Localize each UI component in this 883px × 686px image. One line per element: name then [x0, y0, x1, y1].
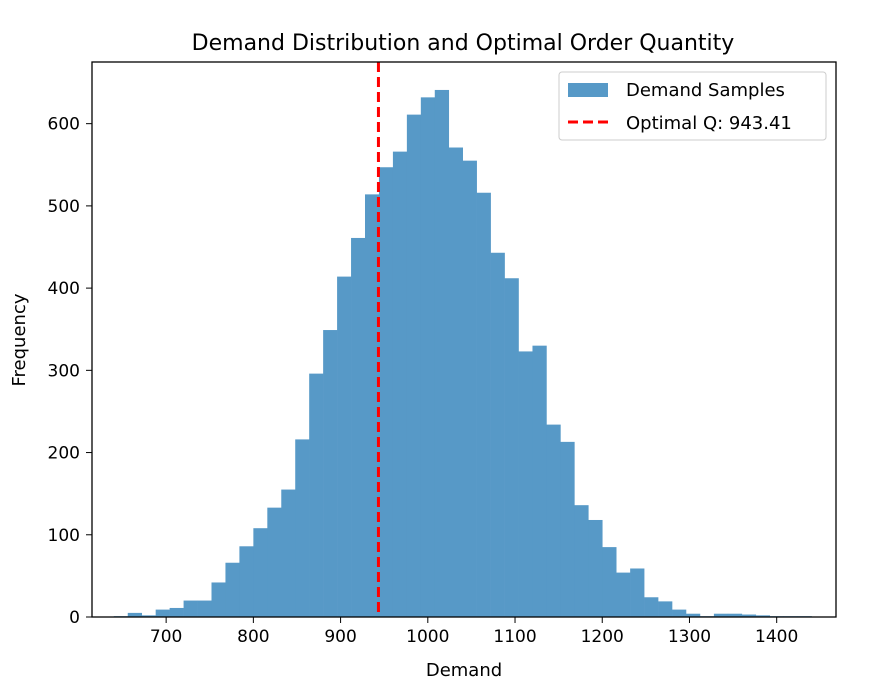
- x-tick-label: 1300: [668, 627, 711, 647]
- histogram-bar: [518, 351, 533, 617]
- histogram-bar: [504, 278, 519, 617]
- y-tick-label: 500: [48, 197, 80, 217]
- histogram-bar: [406, 114, 422, 617]
- histogram-bar: [713, 613, 729, 617]
- histogram-bar: [658, 601, 673, 617]
- y-tick-label: 100: [48, 526, 80, 546]
- x-tick-label: 1000: [406, 627, 449, 647]
- histogram-bar: [755, 615, 771, 617]
- x-tick-label: 700: [150, 627, 182, 647]
- histogram-bar: [727, 613, 743, 617]
- histogram-bar: [351, 237, 366, 617]
- histogram-bar: [365, 194, 380, 617]
- y-tick-label: 400: [48, 279, 80, 299]
- legend-box: [558, 71, 827, 141]
- x-tick-label: 1100: [493, 627, 536, 647]
- legend: Demand Samples Optimal Q: 943.41: [558, 71, 827, 141]
- histogram-bar: [267, 507, 282, 617]
- histogram-bar: [281, 489, 296, 617]
- x-axis-label: Demand: [426, 660, 502, 681]
- histogram-bar: [672, 609, 687, 617]
- histogram-bar: [239, 546, 254, 617]
- histogram-bar: [476, 192, 491, 617]
- histogram-bar: [378, 167, 394, 617]
- histogram-bar: [685, 613, 701, 617]
- x-tick-label: 1200: [581, 627, 624, 647]
- histogram-bar: [560, 441, 575, 617]
- legend-label-demand-samples: Demand Samples: [626, 80, 785, 101]
- y-tick-label: 600: [48, 115, 80, 135]
- y-axis: 0 100 200 300 400 500 600: [48, 115, 92, 628]
- histogram-bar: [434, 89, 450, 617]
- histogram-bars: [113, 89, 812, 618]
- histogram-bar: [490, 252, 505, 617]
- legend-swatch-bars: [568, 83, 608, 97]
- histogram-bar: [616, 572, 631, 617]
- histogram-bar: [225, 562, 240, 617]
- legend-label-optimal-q: Optimal Q: 943.41: [626, 113, 792, 134]
- histogram-bar: [337, 276, 352, 617]
- plot-frame: [91, 61, 837, 618]
- histogram-bar: [295, 439, 310, 617]
- histogram-bar: [253, 528, 268, 617]
- histogram-bar: [197, 600, 212, 617]
- y-tick-label: 200: [48, 444, 80, 464]
- histogram-bar: [574, 505, 589, 617]
- x-tick-label: 900: [324, 627, 356, 647]
- histogram-bar: [532, 345, 547, 617]
- x-tick-label: 800: [237, 627, 269, 647]
- histogram-bar: [141, 615, 156, 617]
- histogram-bar: [127, 612, 143, 617]
- y-axis-label: Frequency: [9, 293, 30, 386]
- histogram-bar: [420, 97, 436, 618]
- histogram-bar: [169, 607, 184, 617]
- histogram-bar: [309, 373, 324, 617]
- histogram-bar: [741, 614, 757, 617]
- y-tick-label: 300: [48, 361, 80, 381]
- chart-title: Demand Distribution and Optimal Order Qu…: [192, 31, 735, 56]
- histogram-bar: [155, 609, 170, 617]
- histogram-bar: [546, 424, 561, 617]
- histogram-bar: [602, 547, 617, 617]
- y-tick-label: 0: [69, 608, 80, 628]
- histogram-bar: [630, 568, 645, 617]
- histogram-bar: [392, 151, 408, 617]
- histogram-bar: [462, 160, 477, 617]
- histogram-bar: [588, 519, 603, 617]
- x-tick-label: 1400: [755, 627, 798, 647]
- histogram-bar: [183, 600, 198, 617]
- histogram-bar: [211, 582, 226, 617]
- histogram-bar: [448, 147, 463, 617]
- histogram-bar: [644, 597, 659, 617]
- x-axis: 700 800 900 1000 1100 1200 1300 1400: [150, 617, 798, 647]
- histogram-bar: [323, 330, 338, 617]
